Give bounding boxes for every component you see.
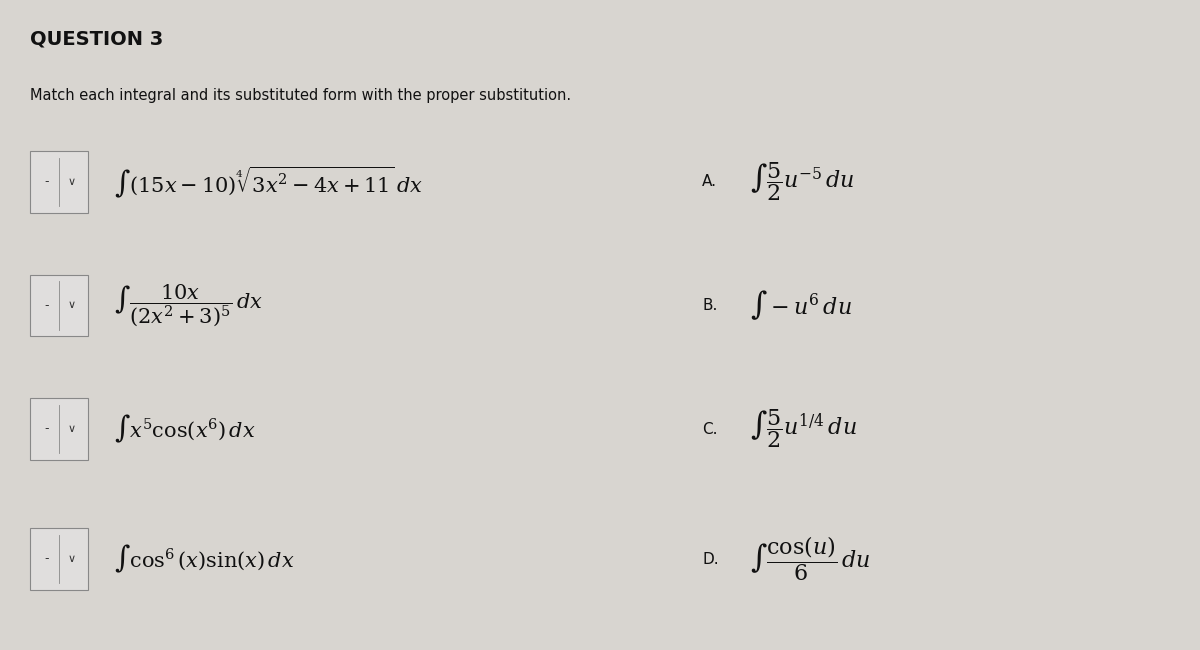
Text: $\int \dfrac{5}{2}u^{1/4}\,du$: $\int \dfrac{5}{2}u^{1/4}\,du$	[750, 408, 857, 450]
Text: Match each integral and its substituted form with the proper substitution.: Match each integral and its substituted …	[30, 88, 571, 103]
Text: $\int \dfrac{5}{2}u^{-5}\,du$: $\int \dfrac{5}{2}u^{-5}\,du$	[750, 161, 854, 203]
Text: A.: A.	[702, 174, 718, 190]
Text: ∨: ∨	[67, 300, 76, 311]
Text: $\int x^5\cos(x^6)\,dx$: $\int x^5\cos(x^6)\,dx$	[114, 413, 256, 445]
Text: -: -	[44, 299, 48, 312]
Text: B.: B.	[702, 298, 718, 313]
FancyBboxPatch shape	[30, 151, 88, 213]
FancyBboxPatch shape	[30, 528, 88, 590]
Text: $\int \cos^6(x)\sin(x)\,dx$: $\int \cos^6(x)\sin(x)\,dx$	[114, 543, 295, 575]
Text: $\int \dfrac{\cos(u)}{6}\,du$: $\int \dfrac{\cos(u)}{6}\,du$	[750, 534, 871, 584]
FancyBboxPatch shape	[30, 274, 88, 337]
Text: -: -	[44, 552, 48, 566]
Text: $\int -u^6\,du$: $\int -u^6\,du$	[750, 289, 852, 322]
Text: -: -	[44, 422, 48, 436]
Text: ∨: ∨	[67, 424, 76, 434]
Text: ∨: ∨	[67, 177, 76, 187]
Text: C.: C.	[702, 421, 718, 437]
Text: -: -	[44, 176, 48, 188]
Text: $\int \dfrac{10x}{(2x^2+3)^5}\,dx$: $\int \dfrac{10x}{(2x^2+3)^5}\,dx$	[114, 283, 263, 328]
Text: QUESTION 3: QUESTION 3	[30, 29, 163, 48]
FancyBboxPatch shape	[30, 398, 88, 460]
Text: D.: D.	[702, 551, 719, 567]
Text: $\int (15x-10)\sqrt[4]{3x^2-4x+11}\,dx$: $\int (15x-10)\sqrt[4]{3x^2-4x+11}\,dx$	[114, 164, 422, 200]
Text: ∨: ∨	[67, 554, 76, 564]
